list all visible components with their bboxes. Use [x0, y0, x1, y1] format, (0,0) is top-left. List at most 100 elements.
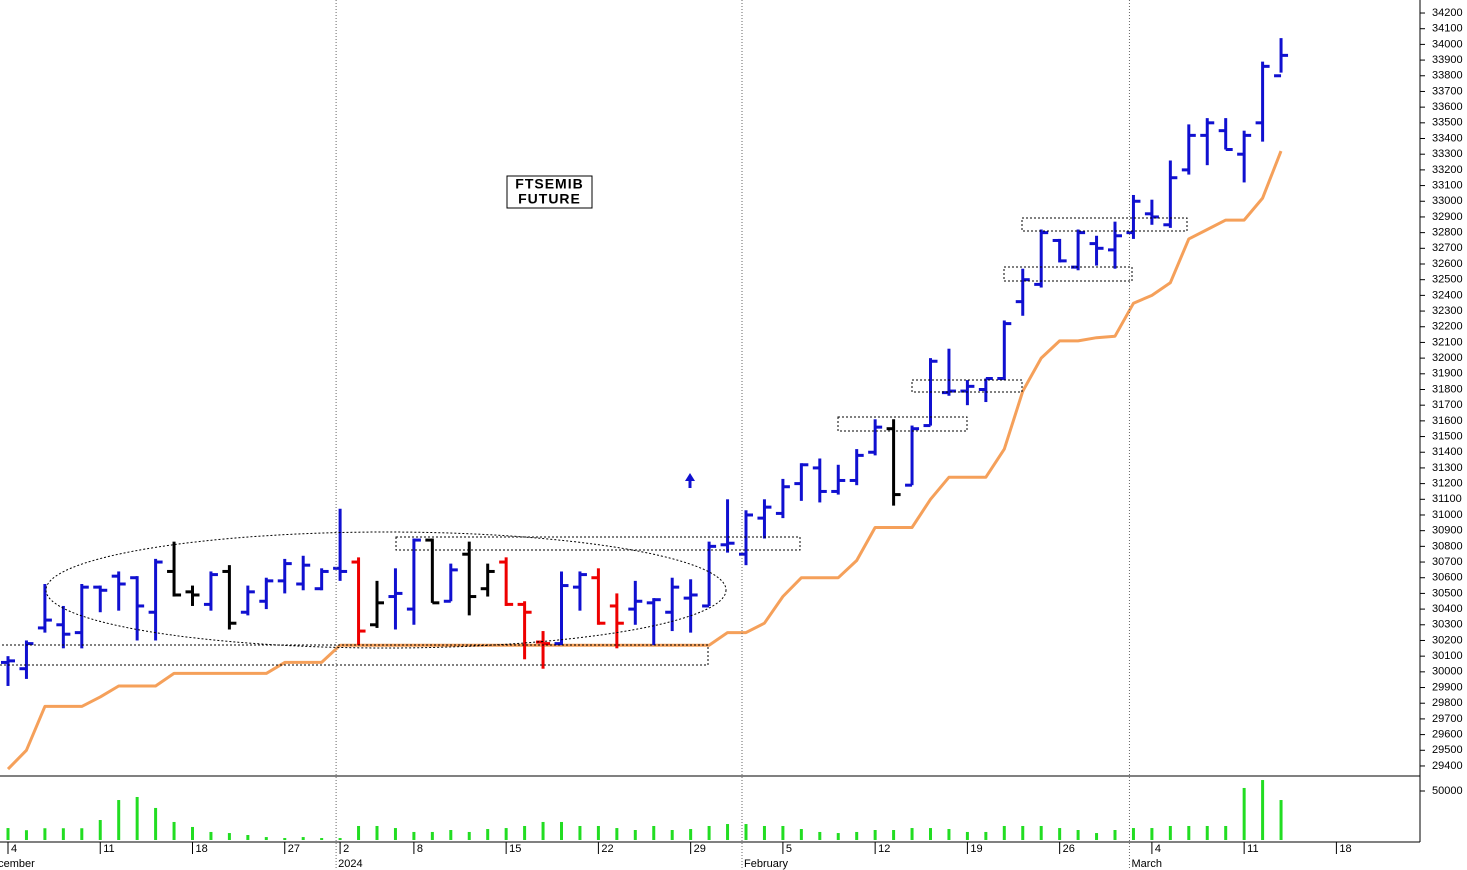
- ellipse-annotation: [45, 531, 727, 649]
- volume-bar: [264, 837, 268, 840]
- y-tick-label: 30800: [1432, 540, 1463, 552]
- volume-bar: [209, 831, 213, 840]
- volume-bar: [799, 829, 803, 840]
- range-box: [911, 379, 1023, 393]
- y-tick-label: 33900: [1432, 54, 1463, 66]
- range-box: [1021, 217, 1188, 232]
- y-tick-label: 33100: [1432, 179, 1463, 191]
- range-box: [395, 536, 801, 551]
- y-tick-label: 33200: [1432, 164, 1463, 176]
- y-tick-label: 31700: [1432, 399, 1463, 411]
- volume-bar: [984, 831, 988, 840]
- annotations: FTSEMIB FUTURE: [0, 0, 1188, 870]
- y-tick-label: 31400: [1432, 446, 1463, 458]
- y-tick-label: 31100: [1432, 493, 1462, 505]
- volume-bar: [467, 831, 471, 840]
- x-tick-label: 18: [1339, 843, 1351, 855]
- y-tick-label: 31500: [1432, 430, 1463, 442]
- x-tick-label: 26: [1063, 843, 1075, 855]
- x-tick-label: 2: [343, 843, 349, 855]
- y-tick-label: 29800: [1432, 697, 1463, 709]
- stop-line: [6, 150, 1283, 771]
- volume-bar: [929, 828, 932, 840]
- y-tick-label: 33500: [1432, 117, 1463, 129]
- y-tick-label: 32700: [1432, 242, 1463, 254]
- volume-bar: [191, 826, 194, 840]
- volume-bar: [320, 838, 324, 840]
- y-tick-label: 30600: [1432, 572, 1463, 584]
- y-tick-label: 29600: [1432, 728, 1463, 740]
- volume-bar: [670, 830, 674, 840]
- volume-bar: [523, 825, 527, 840]
- volume-bar: [283, 838, 287, 840]
- x-tick-label: 12: [878, 843, 890, 855]
- volume-bar: [1261, 780, 1265, 840]
- up-arrow: [685, 473, 695, 488]
- range-box: [837, 416, 968, 432]
- volume-bar: [560, 821, 563, 840]
- y-tick-label: 34100: [1432, 23, 1463, 35]
- volume-bar: [246, 835, 250, 840]
- x-tick-label: 8: [417, 843, 423, 855]
- y-tick-label: 29700: [1432, 713, 1463, 725]
- volume-bar: [1131, 828, 1135, 840]
- volume-bar: [1002, 825, 1006, 840]
- volume-bar: [393, 828, 397, 840]
- volume-bar: [504, 828, 508, 840]
- volume-bar: [338, 838, 342, 840]
- volume-bar: [541, 821, 545, 840]
- volume-bar: [578, 825, 582, 840]
- volume-bar: [1224, 825, 1228, 840]
- volume-bar: [172, 821, 176, 840]
- volume-bar: [596, 825, 600, 840]
- chart-title: FUTURE: [518, 191, 581, 207]
- volume-bar: [1150, 828, 1154, 840]
- y-tick-label: 32400: [1432, 289, 1463, 301]
- period-label: ecember: [0, 858, 35, 870]
- range-box: [1003, 266, 1133, 282]
- volume-bar: [744, 824, 748, 840]
- y-tick-label: 31200: [1432, 478, 1463, 490]
- volume-bar: [633, 830, 637, 840]
- y-tick-label: 32100: [1432, 336, 1463, 348]
- volume-bar: [689, 829, 693, 840]
- volume-bar: [1095, 833, 1099, 840]
- volume-bar: [762, 825, 766, 840]
- y-tick-label: 32200: [1432, 321, 1463, 333]
- volume-bar: [1168, 825, 1172, 840]
- y-tick-label: 31800: [1432, 383, 1463, 395]
- period-label: March: [1131, 858, 1162, 870]
- volume-bar: [412, 831, 416, 840]
- y-tick-label: 30700: [1432, 556, 1463, 568]
- volume-bar: [227, 833, 231, 840]
- y-tick-label: 29500: [1432, 744, 1463, 756]
- y-tick-label: 30300: [1432, 619, 1463, 631]
- x-tick-label: 22: [601, 843, 613, 855]
- volume-bar: [375, 825, 379, 840]
- volume-bar: [61, 828, 65, 840]
- volume-bar: [1205, 825, 1209, 840]
- volume-bar: [726, 824, 730, 840]
- volume-bar: [707, 825, 711, 840]
- volume-bar: [135, 796, 139, 840]
- volume-bar: [892, 830, 896, 840]
- y-tick-label: 31000: [1432, 509, 1463, 521]
- y-tick-label: 34000: [1432, 38, 1463, 50]
- x-tick-label: 27: [288, 843, 300, 855]
- volume-bar: [1113, 830, 1117, 840]
- y-tick-label: 30400: [1432, 603, 1463, 615]
- volume-bar: [1039, 825, 1043, 840]
- volume-bar: [836, 833, 840, 840]
- y-tick-label: 31900: [1432, 368, 1463, 380]
- x-tick-label: 29: [694, 843, 706, 855]
- y-tick-label: 32000: [1432, 352, 1463, 364]
- volume-bar: [947, 829, 951, 840]
- y-tick-label: 29900: [1432, 681, 1463, 693]
- title-box: [506, 175, 593, 209]
- volume-bar: [449, 830, 453, 840]
- volume-bar: [1279, 800, 1283, 840]
- volume-bar: [855, 831, 859, 840]
- volume-bar: [43, 828, 47, 840]
- x-tick-label: 15: [509, 843, 521, 855]
- y-tick-label: 32900: [1432, 211, 1463, 223]
